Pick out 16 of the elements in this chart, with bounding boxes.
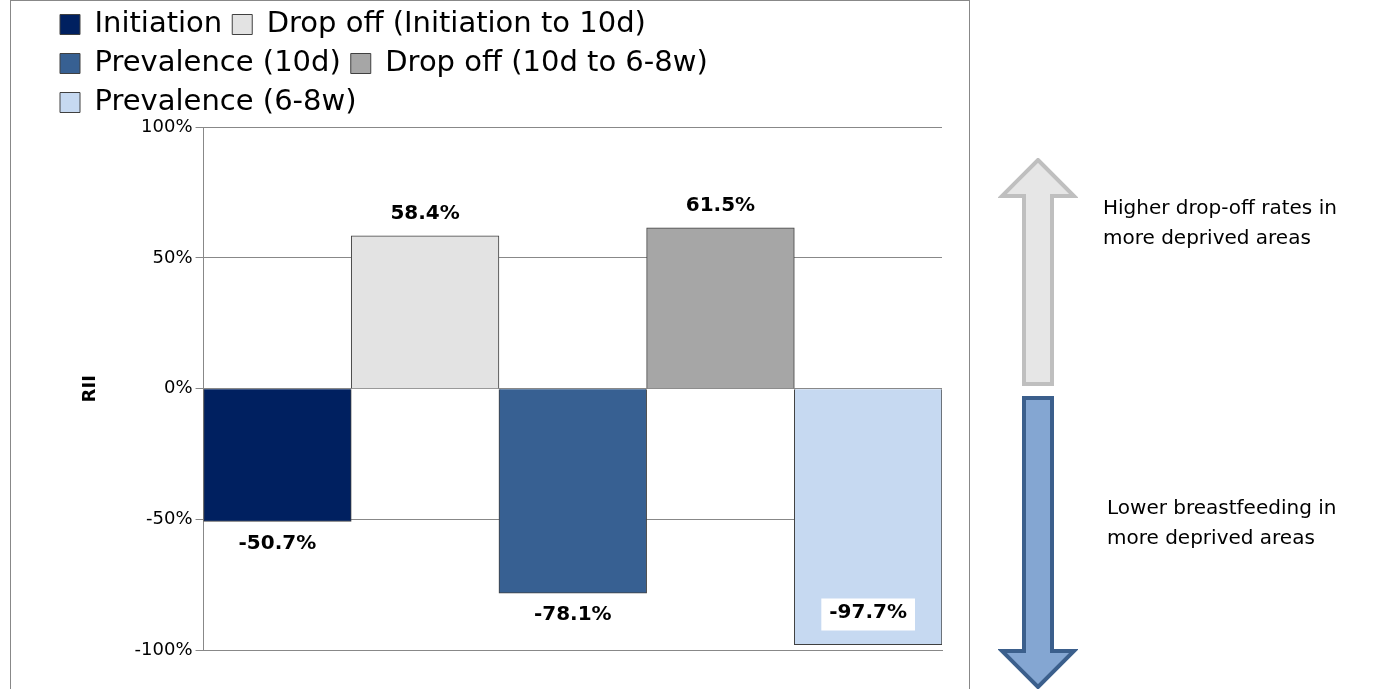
text: Lower breastfeeding in more deprived areas [1107,494,1338,551]
legend-label: Initiation [94,5,223,40]
data-label: -78.1% [533,601,612,626]
legend-label: Prevalence (10d) [94,44,341,79]
data-label: -50.7% [238,529,317,554]
y-axis-title: RII [78,375,100,403]
data-label: 58.4% [390,200,460,225]
data-label: 61.5% [685,192,756,216]
data-label: -97.7% [829,598,907,623]
y-tick-label: 0% [163,376,193,398]
text: Higher drop-off rates in more deprived areas [1103,194,1338,251]
y-tick-label: 50% [152,245,193,267]
y-tick-label: -50% [146,507,193,529]
legend-label: Drop off (Initiation to 10d) [266,5,646,40]
legend-label: Drop off (10d to 6-8w) [385,44,708,79]
y-tick-label: -100% [134,638,193,660]
